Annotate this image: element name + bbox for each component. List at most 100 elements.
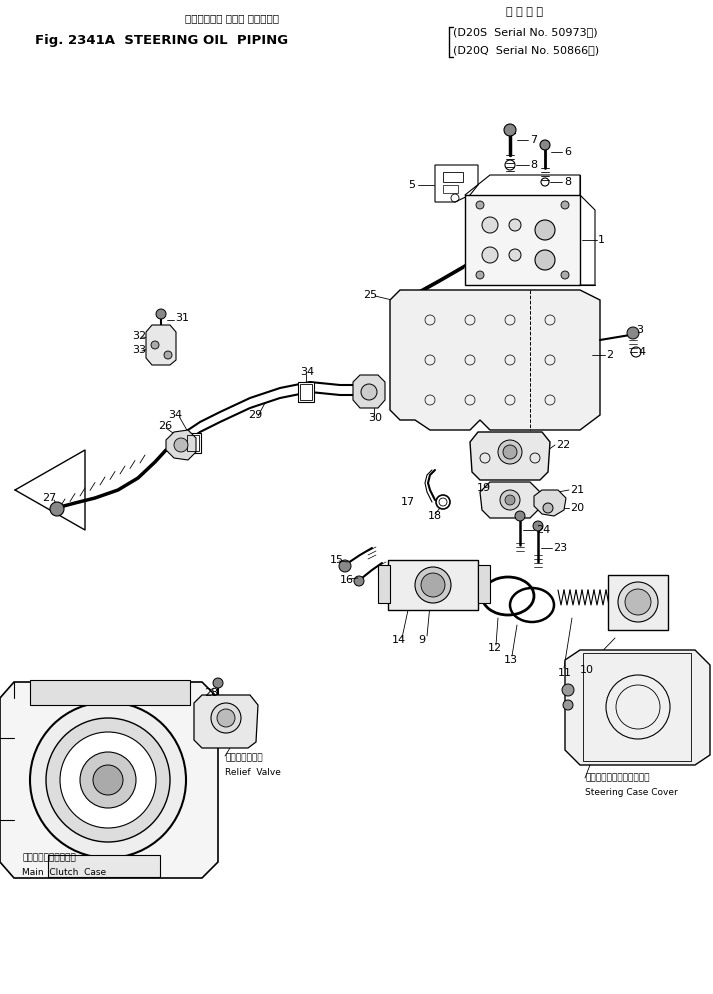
Circle shape — [535, 220, 555, 240]
Circle shape — [50, 502, 64, 516]
Text: 3: 3 — [636, 325, 643, 335]
Circle shape — [509, 219, 521, 231]
Circle shape — [515, 511, 525, 521]
Circle shape — [93, 765, 123, 795]
Text: 27: 27 — [42, 493, 56, 503]
Circle shape — [503, 445, 517, 459]
Polygon shape — [194, 695, 258, 748]
Text: 34: 34 — [300, 367, 314, 377]
Text: 32: 32 — [132, 331, 146, 341]
Circle shape — [164, 351, 172, 359]
Bar — [443, 185, 458, 193]
Circle shape — [625, 589, 651, 615]
Polygon shape — [166, 430, 196, 460]
Text: 2: 2 — [606, 350, 613, 360]
Circle shape — [476, 201, 484, 209]
Polygon shape — [480, 482, 540, 518]
Text: Steering Case Cover: Steering Case Cover — [585, 787, 678, 796]
Circle shape — [482, 247, 498, 263]
Circle shape — [627, 327, 639, 339]
Circle shape — [540, 140, 550, 150]
Circle shape — [60, 732, 156, 828]
Text: リリーフバルブ: リリーフバルブ — [225, 753, 262, 762]
Text: 30: 30 — [368, 413, 382, 423]
Circle shape — [561, 201, 569, 209]
Circle shape — [618, 582, 658, 622]
Circle shape — [46, 718, 170, 842]
Circle shape — [339, 560, 351, 572]
Text: 9: 9 — [418, 635, 425, 645]
Text: 適 用 号 機: 適 用 号 機 — [506, 7, 543, 17]
Text: 17: 17 — [401, 497, 415, 507]
Polygon shape — [565, 650, 710, 765]
Circle shape — [156, 309, 166, 319]
Text: 5: 5 — [408, 180, 415, 190]
Circle shape — [415, 567, 451, 603]
Text: (D20S  Serial No. 50973～): (D20S Serial No. 50973～) — [453, 27, 597, 37]
Text: 18: 18 — [428, 511, 442, 521]
Circle shape — [562, 684, 574, 696]
Circle shape — [504, 124, 516, 136]
Text: 14: 14 — [392, 635, 406, 645]
Text: 26: 26 — [158, 421, 172, 431]
Text: Main  Clutch  Case: Main Clutch Case — [22, 868, 106, 877]
Bar — [48, 855, 160, 877]
Circle shape — [482, 217, 498, 233]
Circle shape — [213, 678, 223, 688]
Bar — [300, 384, 312, 400]
Circle shape — [211, 703, 241, 733]
Bar — [443, 172, 463, 182]
Text: 24: 24 — [536, 525, 550, 535]
Circle shape — [563, 700, 573, 710]
Circle shape — [500, 490, 520, 510]
Circle shape — [151, 341, 159, 349]
Bar — [583, 653, 691, 761]
Text: 15: 15 — [330, 555, 344, 565]
Text: 28: 28 — [204, 688, 218, 698]
Text: 13: 13 — [504, 655, 518, 665]
Text: 11: 11 — [558, 668, 572, 678]
Text: (D20Q  Serial No. 50866～): (D20Q Serial No. 50866～) — [453, 45, 599, 55]
Text: 19: 19 — [477, 483, 491, 493]
Text: Relief  Valve: Relief Valve — [225, 767, 281, 776]
Text: 12: 12 — [488, 643, 502, 653]
Circle shape — [498, 440, 522, 464]
Text: 33: 33 — [132, 345, 146, 355]
Polygon shape — [353, 375, 385, 408]
Text: 29: 29 — [248, 410, 262, 420]
Circle shape — [476, 271, 484, 279]
Text: 22: 22 — [556, 440, 570, 450]
Text: ステアリング オイル パイピング: ステアリング オイル パイピング — [185, 13, 279, 23]
Polygon shape — [534, 490, 566, 516]
Bar — [465, 195, 580, 285]
Text: 7: 7 — [530, 135, 537, 145]
Text: 1: 1 — [598, 235, 605, 245]
Circle shape — [217, 709, 235, 727]
Circle shape — [543, 503, 553, 513]
Text: 31: 31 — [175, 313, 189, 323]
Bar — [187, 435, 199, 451]
Circle shape — [509, 249, 521, 261]
Polygon shape — [390, 290, 600, 430]
Text: 8: 8 — [564, 177, 571, 187]
Circle shape — [505, 495, 515, 505]
Polygon shape — [0, 682, 218, 878]
Text: 6: 6 — [564, 147, 571, 157]
Circle shape — [354, 576, 364, 586]
Circle shape — [30, 702, 186, 858]
Text: 20: 20 — [570, 503, 584, 513]
Circle shape — [361, 384, 377, 400]
Circle shape — [561, 271, 569, 279]
Circle shape — [421, 573, 445, 597]
Bar — [608, 575, 668, 630]
Bar — [298, 382, 314, 402]
Bar — [378, 565, 390, 603]
Text: Fig. 2341A  STEERING OIL  PIPING: Fig. 2341A STEERING OIL PIPING — [35, 34, 288, 47]
Polygon shape — [470, 432, 550, 480]
Circle shape — [533, 521, 543, 531]
Bar — [185, 433, 201, 453]
Text: 4: 4 — [638, 347, 645, 357]
Text: 16: 16 — [340, 575, 354, 585]
Text: 23: 23 — [553, 543, 567, 553]
Polygon shape — [146, 325, 176, 365]
